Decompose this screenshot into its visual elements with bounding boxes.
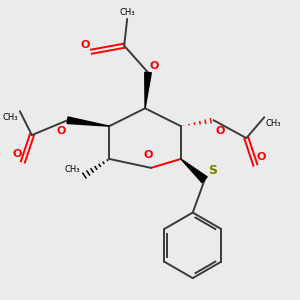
Text: O: O: [12, 149, 21, 159]
Text: CH₃: CH₃: [119, 8, 135, 17]
Text: CH₃: CH₃: [64, 165, 80, 174]
Polygon shape: [181, 159, 207, 183]
Polygon shape: [67, 117, 109, 126]
Text: CH₃: CH₃: [266, 119, 281, 128]
Polygon shape: [145, 72, 151, 108]
Text: O: O: [149, 61, 159, 71]
Text: O: O: [81, 40, 90, 50]
Text: O: O: [215, 126, 224, 136]
Text: O: O: [57, 126, 66, 136]
Text: O: O: [143, 150, 153, 161]
Text: CH₃: CH₃: [3, 113, 18, 122]
Text: O: O: [257, 152, 266, 162]
Text: S: S: [208, 164, 217, 177]
